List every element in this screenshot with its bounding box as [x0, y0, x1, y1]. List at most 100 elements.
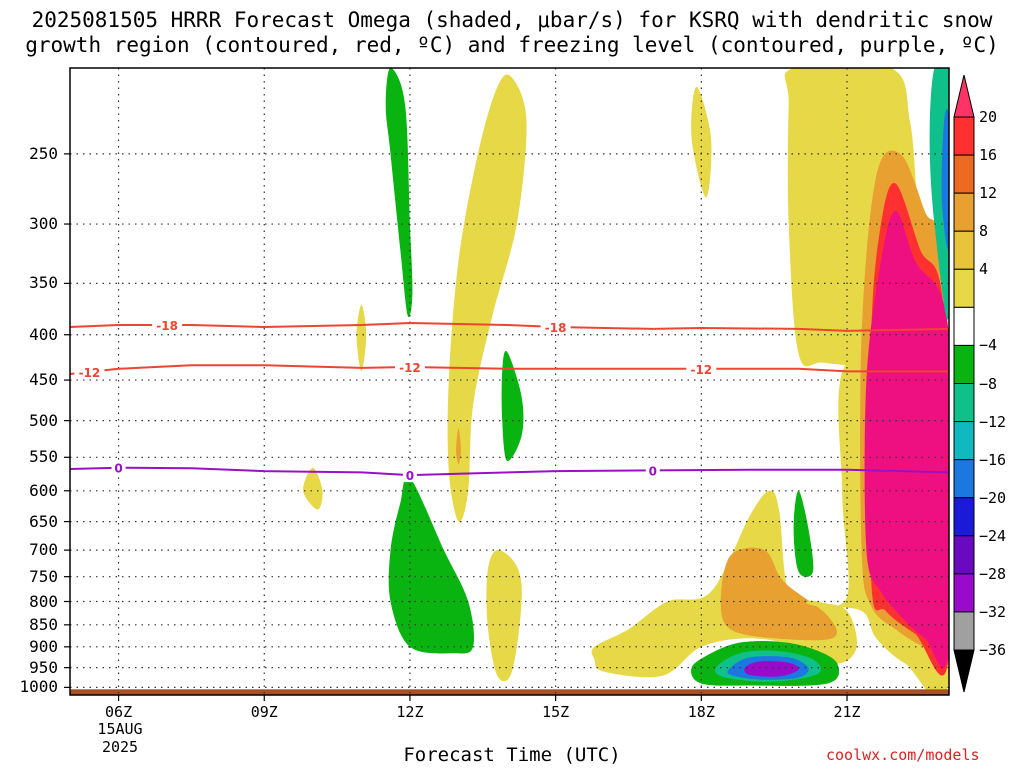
colorbar-bin — [953, 344, 975, 384]
contour-line--18 — [70, 321, 949, 332]
y-tick-label: 1000 — [19, 677, 58, 697]
contour-label: 0 — [406, 469, 414, 483]
colorbar-label: −8 — [979, 374, 998, 393]
colorbar-bin — [953, 230, 975, 270]
contour-label-bg — [645, 463, 660, 478]
credit-text: coolwx.com/models — [826, 746, 980, 764]
colorbar-bin — [953, 154, 975, 194]
y-tick-label: 850 — [29, 614, 58, 634]
contour-line-0 — [70, 466, 949, 477]
omega-region-green-mid-14z — [501, 350, 524, 462]
x-axis-title: Forecast Time (UTC) — [403, 744, 621, 766]
colorbar-label: −12 — [979, 412, 1007, 431]
omega-region-yellow-small-11z — [356, 304, 367, 372]
colorbar-min-arrow — [953, 649, 975, 693]
colorbar-bin — [953, 306, 975, 346]
omega-region-green-upper-12z — [385, 68, 413, 318]
colorbar-label: −16 — [979, 450, 1007, 469]
colorbar-bin — [953, 573, 975, 613]
colorbar-bin — [953, 192, 975, 232]
contour-label: -12 — [79, 366, 101, 380]
contour-label: 0 — [649, 464, 657, 478]
omega-region-orange-lower-19z — [720, 547, 837, 641]
colorbar-label: 12 — [979, 184, 998, 203]
omega-shading — [303, 68, 949, 695]
colorbar-bin — [953, 116, 975, 156]
chart-title-line2: growth region (contoured, red, ºC) and f… — [25, 33, 999, 57]
y-tick-label: 350 — [29, 273, 58, 293]
colorbar-label: −36 — [979, 641, 1007, 659]
axis-ticks — [64, 153, 848, 701]
contour-label-bg — [394, 360, 425, 375]
omega-region-yellow-small-10z — [303, 467, 323, 510]
colorbar-bin — [953, 268, 975, 308]
y-tick-label: 800 — [29, 591, 58, 611]
date-day-label: 15AUG — [97, 720, 143, 738]
y-tick-label: 950 — [29, 657, 58, 677]
colorbar-label: −24 — [979, 526, 1007, 545]
x-tick-label: 15Z — [542, 703, 570, 721]
contour-line--12 — [70, 364, 949, 375]
colorbar-bin — [953, 535, 975, 575]
y-tick-label: 750 — [29, 566, 58, 586]
contour-label: -18 — [156, 319, 178, 333]
y-tick-label: 900 — [29, 636, 58, 656]
colorbar-label: 20 — [979, 108, 998, 126]
colorbar-bin — [953, 459, 975, 499]
contour-label-bg — [686, 361, 717, 376]
contour-label-bg — [111, 460, 126, 475]
terrain-fill — [70, 689, 949, 695]
contour-label: -18 — [545, 321, 567, 335]
colorbar-label: 16 — [979, 146, 998, 165]
omega-region-yellow-lower-14z — [486, 550, 522, 682]
contour-label-bg — [74, 364, 105, 379]
contour-label: -12 — [690, 363, 712, 377]
colorbar-label: 4 — [979, 260, 989, 279]
y-tick-label: 700 — [29, 540, 58, 560]
contour-label-bg — [402, 468, 417, 483]
colorbar-label: 8 — [979, 222, 989, 241]
grid-lines — [70, 68, 949, 695]
y-tick-label: 450 — [29, 370, 58, 390]
colorbar-max-arrow — [953, 74, 975, 118]
colorbar-bin — [953, 383, 975, 423]
x-tick-label: 18Z — [687, 703, 715, 721]
omega-region-green-col-20z — [793, 490, 814, 577]
x-tick-label: 21Z — [833, 703, 861, 721]
omega-region-magenta-right — [864, 211, 949, 668]
plot-frame — [69, 67, 950, 696]
contour-lines: -18 -18 -12 -12 -12 0 0 0 — [70, 318, 949, 483]
colorbar-label: −32 — [979, 602, 1007, 621]
y-tick-label: 650 — [29, 511, 58, 531]
y-tick-label: 500 — [29, 410, 58, 430]
y-tick-label: 400 — [29, 324, 58, 344]
colorbar-label: −20 — [979, 488, 1007, 507]
contour-label-bg — [540, 319, 571, 334]
colorbar-label: −28 — [979, 564, 1007, 583]
y-tick-label: 250 — [29, 143, 58, 163]
omega-region-orange-streak-13z — [456, 428, 461, 465]
omega-region-yellow-band-13z — [447, 74, 527, 523]
colorbar-bin — [953, 421, 975, 461]
chart-title-line1: 2025081505 HRRR Forecast Omega (shaded, … — [31, 8, 993, 32]
y-tick-label: 550 — [29, 447, 58, 467]
x-tick-label: 09Z — [250, 703, 278, 721]
colorbar-bin — [953, 611, 975, 651]
y-tick-label: 300 — [29, 214, 58, 234]
omega-region-green-lower-12z — [388, 476, 475, 654]
colorbar-label: −4 — [979, 336, 998, 355]
contour-label: 0 — [114, 462, 122, 476]
omega-region-yellow-upper-18z — [691, 86, 712, 198]
colorbar — [953, 74, 975, 693]
x-tick-label: 06Z — [105, 703, 133, 721]
omega-region-purple-bowl-19z — [744, 661, 799, 677]
date-year-label: 2025 — [101, 738, 139, 756]
y-tick-label: 600 — [29, 480, 58, 500]
terrain-layer — [70, 689, 949, 695]
colorbar-bin — [953, 497, 975, 537]
contour-label: -12 — [399, 361, 421, 375]
contour-label-bg — [152, 318, 183, 333]
omega-region-blue-right-top — [941, 109, 949, 252]
x-tick-label: 12Z — [396, 703, 424, 721]
